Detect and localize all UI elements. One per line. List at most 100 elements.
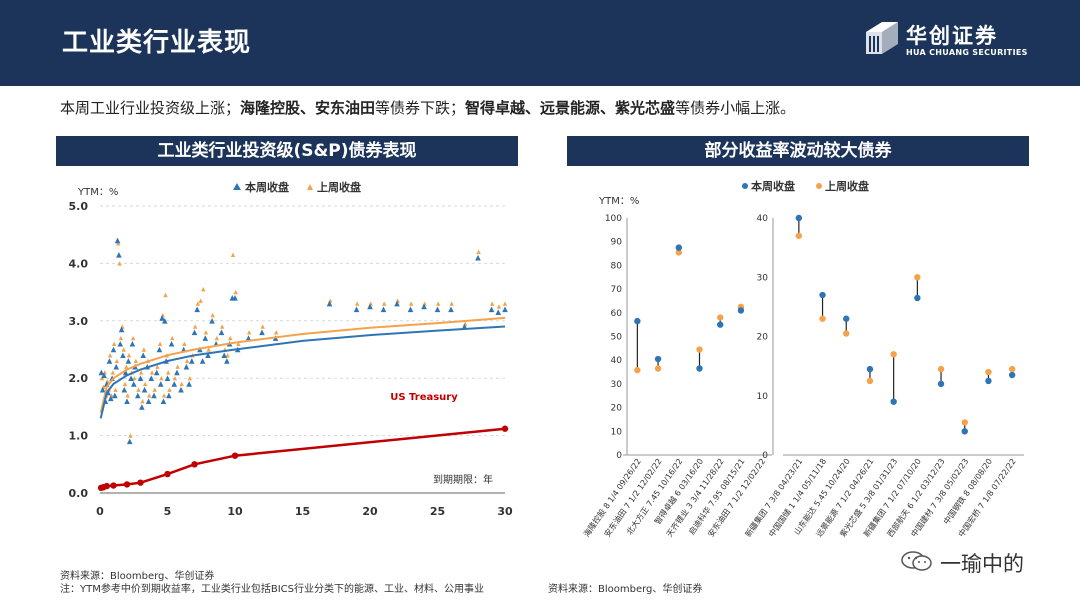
last-week-point <box>116 241 121 246</box>
last-week-point <box>675 249 682 256</box>
last-week-trendline <box>99 316 506 413</box>
right-panel-title: 部分收益率波动较大债券 <box>567 136 1029 166</box>
page-title: 工业类行业表现 <box>62 28 252 58</box>
this-week-trendline <box>99 325 506 419</box>
this-week-point <box>139 404 145 410</box>
last-week-point <box>201 287 206 292</box>
this-week-point <box>130 381 137 387</box>
this-week-point <box>116 251 122 258</box>
this-week-point <box>194 306 200 313</box>
last-week-point <box>128 433 133 438</box>
y-tick-label: 4.0 <box>69 257 89 270</box>
this-week-point <box>421 303 427 310</box>
last-week-point <box>138 370 144 375</box>
last-week-point <box>1008 365 1016 373</box>
this-week-point <box>183 363 190 370</box>
last-week-point <box>107 353 113 358</box>
treasury-point <box>110 482 117 489</box>
x-tick-label: 25 <box>430 505 445 518</box>
legend-this-week: 本周收盘 <box>751 179 795 193</box>
last-week-point <box>133 358 138 364</box>
last-week-point <box>260 324 265 329</box>
right-chart: YTM：%本周收盘 上周收盘0102030405060708090100海隆控股 … <box>581 179 1024 539</box>
last-week-point <box>124 364 129 369</box>
x-tick-label: 10 <box>227 505 243 518</box>
legend-last-week: 上周收盘 <box>825 179 869 193</box>
logo: 华创证券 HUA CHUANG SECURITIES <box>862 18 1042 68</box>
this-week-point <box>434 306 441 313</box>
this-week-point <box>843 315 850 322</box>
last-week-point <box>130 335 136 341</box>
y-tick-label: 10 <box>757 392 769 402</box>
last-week-point <box>114 358 120 364</box>
last-week-point <box>795 232 803 239</box>
this-week-point <box>140 352 146 359</box>
last-week-point <box>187 376 192 381</box>
treasury-point <box>231 452 239 459</box>
this-week-point <box>171 381 178 387</box>
legend-this-week: 本周收盘 <box>245 180 289 194</box>
last-week-point <box>354 301 360 306</box>
last-week-point <box>149 370 155 375</box>
last-week-point <box>152 387 157 392</box>
this-week-point <box>189 358 195 364</box>
last-week-point <box>214 335 219 341</box>
this-week-point <box>259 329 265 336</box>
y-tick-label: 2.0 <box>69 372 89 385</box>
y-tick-label: 60 <box>611 309 623 319</box>
this-week-point <box>696 365 703 372</box>
this-week-point <box>914 294 921 302</box>
last-week-point <box>167 387 172 392</box>
this-week-point <box>121 386 128 393</box>
summary-text: 本周工业行业投资级上涨；海隆控股、安东油田等债券下跌；智得卓越、远景能源、紫光芯… <box>60 97 795 118</box>
this-week-point <box>174 369 180 376</box>
last-week-point <box>961 419 968 426</box>
last-week-point <box>225 353 230 358</box>
last-week-point <box>172 376 178 381</box>
this-week-point <box>157 381 164 387</box>
this-week-point <box>961 428 968 435</box>
treasury-point <box>501 425 509 432</box>
this-week-point <box>135 392 141 399</box>
this-week-point <box>475 254 481 261</box>
treasury-point <box>123 481 131 488</box>
left-chart: 0.0 1.0 2.0 3.0 4.0 5.0 0 5 10 15 20 25 30 YTM：% 到期期限：… <box>69 180 513 518</box>
last-week-point <box>165 370 171 375</box>
treasury-point <box>164 470 171 478</box>
y-tick-label: 100 <box>605 214 622 224</box>
last-week-point <box>210 312 215 318</box>
last-week-point <box>192 324 198 329</box>
last-week-point <box>502 301 508 306</box>
header-bar: 工业类行业表现 华创证券 HUA CHUANG SECURITIES <box>0 0 1080 86</box>
summary-part3: 等债券小幅上涨。 <box>675 99 796 117</box>
this-week-point <box>162 318 168 324</box>
this-week-point <box>502 306 508 313</box>
summary-part2: 等债券下跌； <box>375 99 466 117</box>
watermark-text: 一瑜中的 <box>940 552 1024 576</box>
this-week-point <box>160 398 167 404</box>
this-week-point <box>128 375 134 381</box>
this-week-point <box>112 392 118 399</box>
this-week-point <box>985 377 992 385</box>
this-week-point <box>937 380 945 388</box>
last-week-point <box>476 249 481 255</box>
last-week-point <box>147 393 152 398</box>
y-axis-label: YTM：% <box>598 196 639 207</box>
this-week-point <box>117 340 124 347</box>
last-week-point <box>110 370 116 375</box>
last-week-point <box>141 347 147 352</box>
this-week-point <box>634 317 641 325</box>
this-week-point <box>232 295 238 301</box>
last-week-point <box>843 330 850 337</box>
last-week-point <box>381 301 387 306</box>
last-week-point <box>819 315 826 322</box>
last-week-point <box>696 346 703 353</box>
this-week-point <box>209 318 215 324</box>
this-week-point <box>202 335 209 341</box>
y-tick-label: 10 <box>611 427 623 437</box>
wechat-icon <box>901 551 932 571</box>
this-week-point <box>186 381 192 387</box>
y-tick-label: 40 <box>757 214 769 224</box>
last-week-point <box>113 387 118 392</box>
last-week-point <box>435 301 441 306</box>
